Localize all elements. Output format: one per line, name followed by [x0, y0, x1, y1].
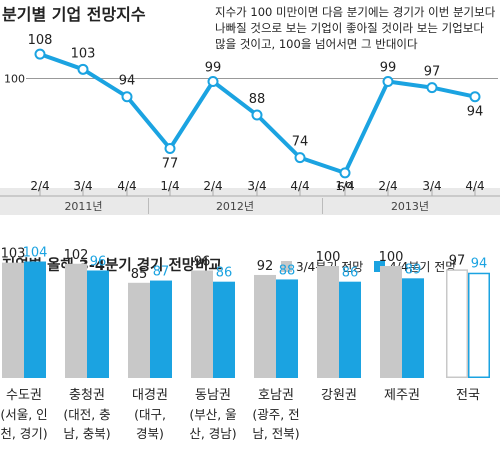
data-label: 99	[205, 61, 222, 76]
x-tick-label: 4/4	[465, 179, 484, 193]
bar	[254, 274, 276, 378]
bar	[339, 281, 361, 378]
category-detail-label: 남, 전북)	[252, 426, 299, 441]
data-point	[164, 143, 176, 154]
category-label: 제주권	[384, 388, 420, 403]
legend-swatch	[374, 261, 385, 272]
bar	[446, 269, 468, 378]
year-label: 2013년	[391, 200, 429, 213]
data-label: 94	[119, 74, 136, 89]
bar	[213, 281, 235, 378]
data-point	[207, 76, 219, 87]
data-point	[294, 152, 306, 164]
category-label: 충청권	[69, 388, 105, 403]
reference-line-label: 100	[4, 72, 25, 85]
category-label: 대경권	[132, 388, 168, 403]
data-label: 88	[249, 92, 266, 107]
category-detail-label: (부산, 울	[189, 407, 236, 422]
data-point	[382, 76, 394, 87]
bar-value-label: 100	[316, 250, 341, 265]
bar-value-label: 102	[64, 248, 89, 263]
x-tick-label: 2/4	[378, 179, 397, 193]
bar	[128, 282, 150, 378]
category-label: 수도권	[6, 388, 42, 403]
data-label: 99	[380, 61, 397, 76]
data-point	[77, 63, 89, 75]
data-point	[339, 167, 351, 179]
data-point	[251, 109, 263, 121]
bar-value-label: 96	[90, 254, 107, 269]
bar-value-label: 92	[257, 259, 274, 274]
bar-value-label: 94	[471, 257, 488, 272]
category-label: 전국	[456, 388, 480, 403]
bar	[65, 263, 87, 378]
x-tick-label: 3/4	[422, 179, 441, 193]
bar	[317, 266, 339, 378]
year-label: 2011년	[64, 200, 102, 213]
category-detail-label: 산, 경남)	[189, 426, 236, 441]
data-label: 94	[467, 105, 484, 120]
category-detail-label: 경북)	[136, 426, 164, 441]
bar-value-label: 103	[1, 247, 26, 262]
data-label: 74	[292, 135, 309, 150]
category-label: 강원권	[321, 388, 357, 403]
bar	[402, 278, 424, 378]
bar	[24, 261, 46, 378]
data-point	[426, 82, 438, 94]
bar-value-label: 87	[153, 265, 170, 280]
x-tick-label: 4/4	[117, 179, 136, 193]
bar-value-label: 104	[23, 246, 48, 261]
data-point	[121, 91, 133, 103]
bar-value-label: 86	[342, 266, 359, 281]
bar	[380, 266, 402, 378]
index-explanation-note: 지수가 100 미만이면 다음 분기에는 경기가 이번 분기보다 나빠질 것으로…	[215, 5, 496, 51]
bar-value-label: 100	[379, 250, 404, 265]
bar-value-label: 85	[131, 267, 148, 282]
category-detail-label: 남, 충북)	[63, 426, 110, 441]
category-detail-label: (대구,	[134, 407, 166, 422]
bar-value-label: 88	[279, 263, 296, 278]
bar	[2, 262, 24, 378]
category-detail-label: (대전, 충	[63, 407, 110, 422]
category-detail-label: 천, 경기)	[0, 426, 47, 441]
bar	[191, 270, 213, 378]
data-point	[469, 91, 481, 103]
data-label: 108	[28, 33, 53, 48]
bar-value-label: 89	[405, 262, 422, 277]
x-tick-label: 2/4	[203, 179, 222, 193]
category-detail-label: (광주, 전	[252, 407, 299, 422]
data-label: 103	[71, 46, 96, 61]
bar-value-label: 86	[216, 266, 233, 281]
bar	[276, 279, 298, 378]
bar	[150, 280, 172, 378]
x-tick-label: 3/4	[73, 179, 92, 193]
x-tick-label: 2/4	[30, 179, 49, 193]
x-tick-label: 1/4	[335, 179, 354, 193]
bar-chart-title: 지역별 올해 3-4분기 경기 전망비교	[2, 256, 222, 274]
data-label: 77	[162, 157, 179, 172]
year-label: 2012년	[216, 200, 254, 213]
category-detail-label: (서울, 인	[0, 407, 47, 422]
x-tick-label: 4/4	[290, 179, 309, 193]
bar	[87, 270, 109, 378]
category-label: 동남권	[195, 388, 231, 403]
data-point	[34, 48, 46, 60]
bar	[468, 272, 490, 378]
bar-value-label: 96	[194, 254, 211, 269]
data-label: 97	[424, 65, 441, 80]
legend-swatch	[281, 261, 292, 272]
legend-label: 4/4분기 전망	[389, 260, 456, 274]
category-label: 호남권	[258, 388, 294, 403]
x-tick-label: 3/4	[247, 179, 266, 193]
bar-value-label: 97	[449, 253, 466, 268]
x-tick-label: 1/4	[160, 179, 179, 193]
line-chart-title: 분기별 기업 전망지수	[2, 5, 146, 24]
